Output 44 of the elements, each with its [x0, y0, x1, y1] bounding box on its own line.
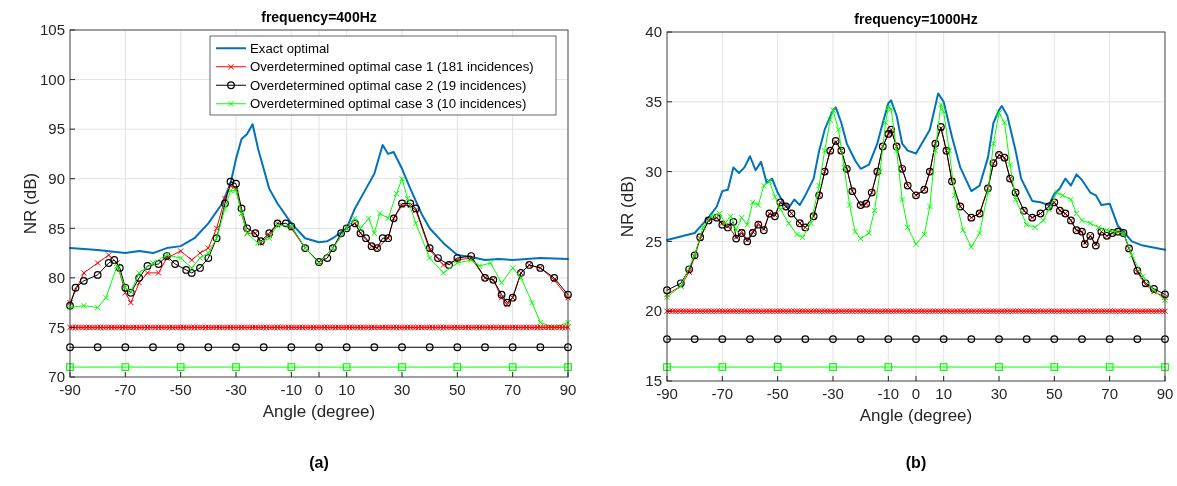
x-tick-label: 50	[1045, 385, 1063, 402]
y-tick-label: 85	[48, 219, 65, 237]
y-tick-label: 80	[48, 269, 65, 287]
y-tick-label: 30	[645, 162, 662, 180]
x-axis-title: Angle (degree)	[262, 402, 376, 421]
chart-title: frequency=400Hz	[261, 9, 377, 25]
y-tick-label: 100	[39, 70, 65, 88]
x-tick-label: 70	[1101, 385, 1119, 402]
y-tick-label: 90	[48, 169, 65, 187]
x-tick-label: -50	[766, 385, 789, 402]
y-tick-label: 95	[48, 120, 65, 138]
legend-label: Overdetermined optimal case 2 (19 incidences)	[250, 77, 527, 93]
legend-label: Exact optimal	[250, 40, 330, 56]
x-tick-label: 50	[448, 381, 466, 398]
y-tick-label: 40	[645, 23, 662, 41]
x-tick-label: -10	[877, 385, 900, 402]
legend-label: Overdetermined optimal case 1 (181 incidences)	[250, 59, 534, 75]
x-tick-label: 10	[338, 381, 356, 398]
x-tick-label: 70	[504, 381, 522, 398]
x-tick-label: -30	[225, 381, 247, 398]
x-tick-label: 30	[393, 381, 411, 398]
text: (a)	[309, 454, 329, 471]
x-tick-label: 0	[314, 381, 324, 398]
y-tick-label: 25	[645, 232, 662, 250]
x-tick-label: -30	[822, 385, 844, 402]
x-tick-label: 30	[990, 385, 1008, 402]
x-tick-label: -70	[711, 385, 734, 402]
x-tick-label: -70	[114, 381, 137, 398]
x-tick-label: 90	[1156, 385, 1174, 402]
y-tick-label: 35	[645, 93, 662, 111]
x-axis-title: Angle (degree)	[859, 406, 973, 425]
y-tick-label: 75	[48, 318, 65, 336]
legend-label: Overdetermined optimal case 3 (10 incidences)	[250, 96, 527, 112]
y-tick-label: 105	[39, 21, 65, 39]
x-tick-label: 90	[559, 381, 577, 398]
y-tick-label: 20	[645, 302, 662, 320]
y-axis-title: NR (dB)	[21, 172, 40, 235]
x-tick-label: 0	[911, 385, 921, 402]
y-axis-title: NR (dB)	[618, 175, 637, 238]
x-tick-label: 10	[935, 385, 953, 402]
x-tick-label: -50	[169, 381, 192, 398]
text: (b)	[905, 454, 927, 471]
x-tick-label: -10	[280, 381, 303, 398]
chart-title: frequency=1000Hz	[854, 11, 978, 27]
